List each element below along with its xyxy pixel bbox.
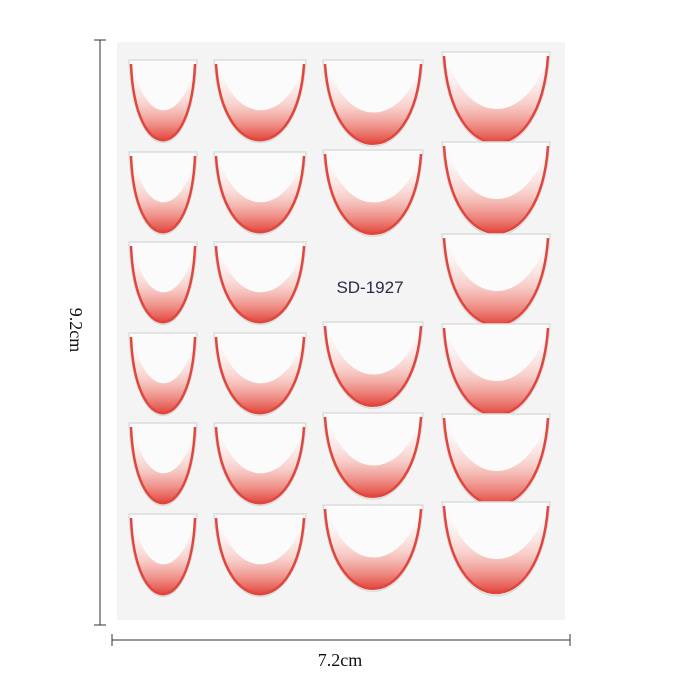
height-label: 9.2cm	[66, 308, 86, 353]
red-tip	[325, 507, 421, 589]
red-tip	[444, 236, 548, 325]
red-tip	[216, 425, 304, 504]
red-edge	[442, 145, 550, 235]
red-tip	[131, 335, 195, 414]
red-edge	[214, 245, 306, 324]
red-edge	[129, 426, 197, 505]
red-tip	[131, 154, 195, 233]
red-edge	[214, 517, 306, 596]
red-tip	[444, 416, 548, 505]
width-label: 7.2cm	[318, 650, 363, 670]
red-tip	[444, 326, 548, 415]
red-edge	[129, 336, 197, 415]
red-tip	[325, 62, 421, 144]
red-tip	[216, 154, 304, 233]
red-tip	[444, 144, 548, 233]
red-edge	[214, 155, 306, 234]
red-edge	[323, 508, 423, 591]
red-tip	[325, 324, 421, 406]
red-edge	[214, 426, 306, 505]
sticker-grid	[128, 51, 551, 598]
red-tip	[325, 152, 421, 234]
red-tip	[131, 62, 195, 141]
red-edge	[323, 325, 423, 408]
red-edge	[323, 153, 423, 236]
red-tip	[216, 335, 304, 414]
red-tip	[216, 62, 304, 141]
red-tip	[444, 54, 548, 143]
red-edge	[214, 63, 306, 142]
red-tip	[131, 516, 195, 595]
red-tip	[131, 244, 195, 323]
red-tip	[325, 415, 421, 497]
red-edge	[442, 505, 550, 595]
red-edge	[129, 155, 197, 234]
red-edge	[129, 63, 197, 142]
product-code: SD-1927	[336, 278, 403, 297]
red-tip	[444, 504, 548, 593]
red-tip	[216, 244, 304, 323]
red-tip	[131, 425, 195, 504]
red-edge	[323, 416, 423, 499]
red-edge	[129, 517, 197, 596]
red-edge	[214, 336, 306, 415]
red-tip	[216, 516, 304, 595]
red-edge	[323, 63, 423, 146]
red-edge	[129, 245, 197, 324]
